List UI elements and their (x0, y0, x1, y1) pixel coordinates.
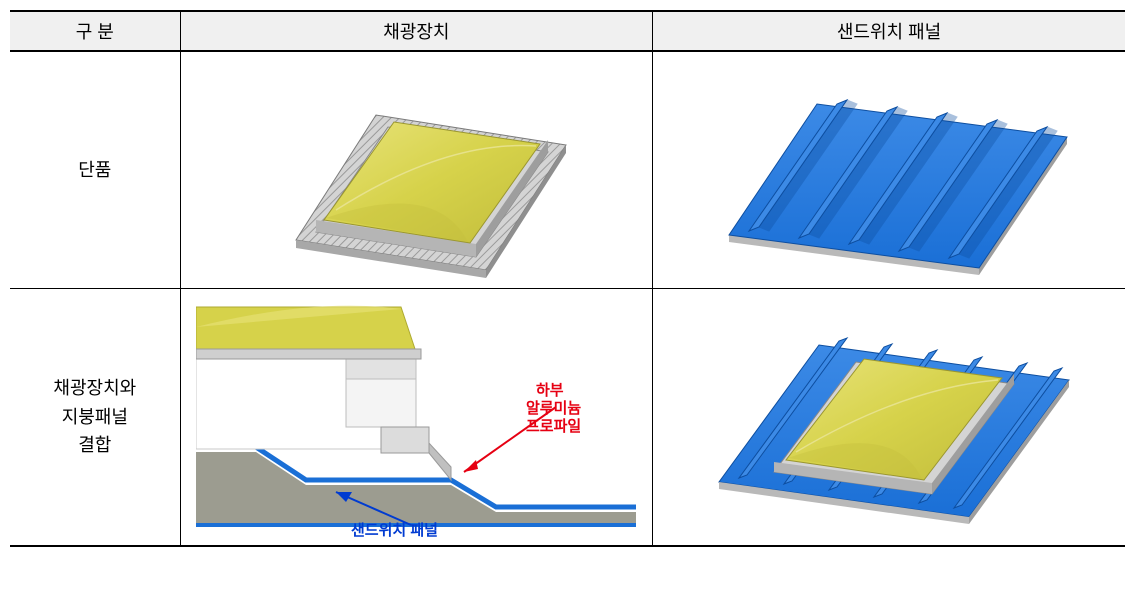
header-skylight: 채광장치 (180, 11, 652, 51)
header-sandwich: 샌드위치 패널 (653, 11, 1125, 51)
row-label-single: 단품 (10, 51, 180, 289)
comparison-table: 구 분 채광장치 샌드위치 패널 단품 (10, 10, 1125, 547)
cell-section-detail: 하부 알루미늄 프로파일 샌드위치 패널 (180, 289, 652, 547)
section-detail-diagram: 하부 알루미늄 프로파일 샌드위치 패널 (196, 297, 636, 537)
svg-text:샌드위치 패널: 샌드위치 패널 (351, 522, 438, 537)
svg-text:하부: 하부 (536, 382, 564, 399)
svg-text:프로파일: 프로파일 (526, 418, 581, 435)
header-category: 구 분 (10, 11, 180, 51)
row-label-combo-l1: 채광장치와 (53, 378, 136, 398)
combined-iso-diagram (694, 302, 1084, 532)
skylight-single-diagram (236, 60, 596, 280)
svg-text:알루미늄: 알루미늄 (526, 400, 581, 417)
cell-sandwich-single (653, 51, 1125, 289)
row-label-combo: 채광장치와 지붕패널 결합 (10, 289, 180, 547)
row-label-combo-l2: 지붕패널 (62, 407, 128, 427)
sandwich-single-diagram (699, 65, 1079, 275)
cell-skylight-single (180, 51, 652, 289)
row-label-combo-l3: 결합 (78, 435, 111, 455)
cell-combined-iso (653, 289, 1125, 547)
